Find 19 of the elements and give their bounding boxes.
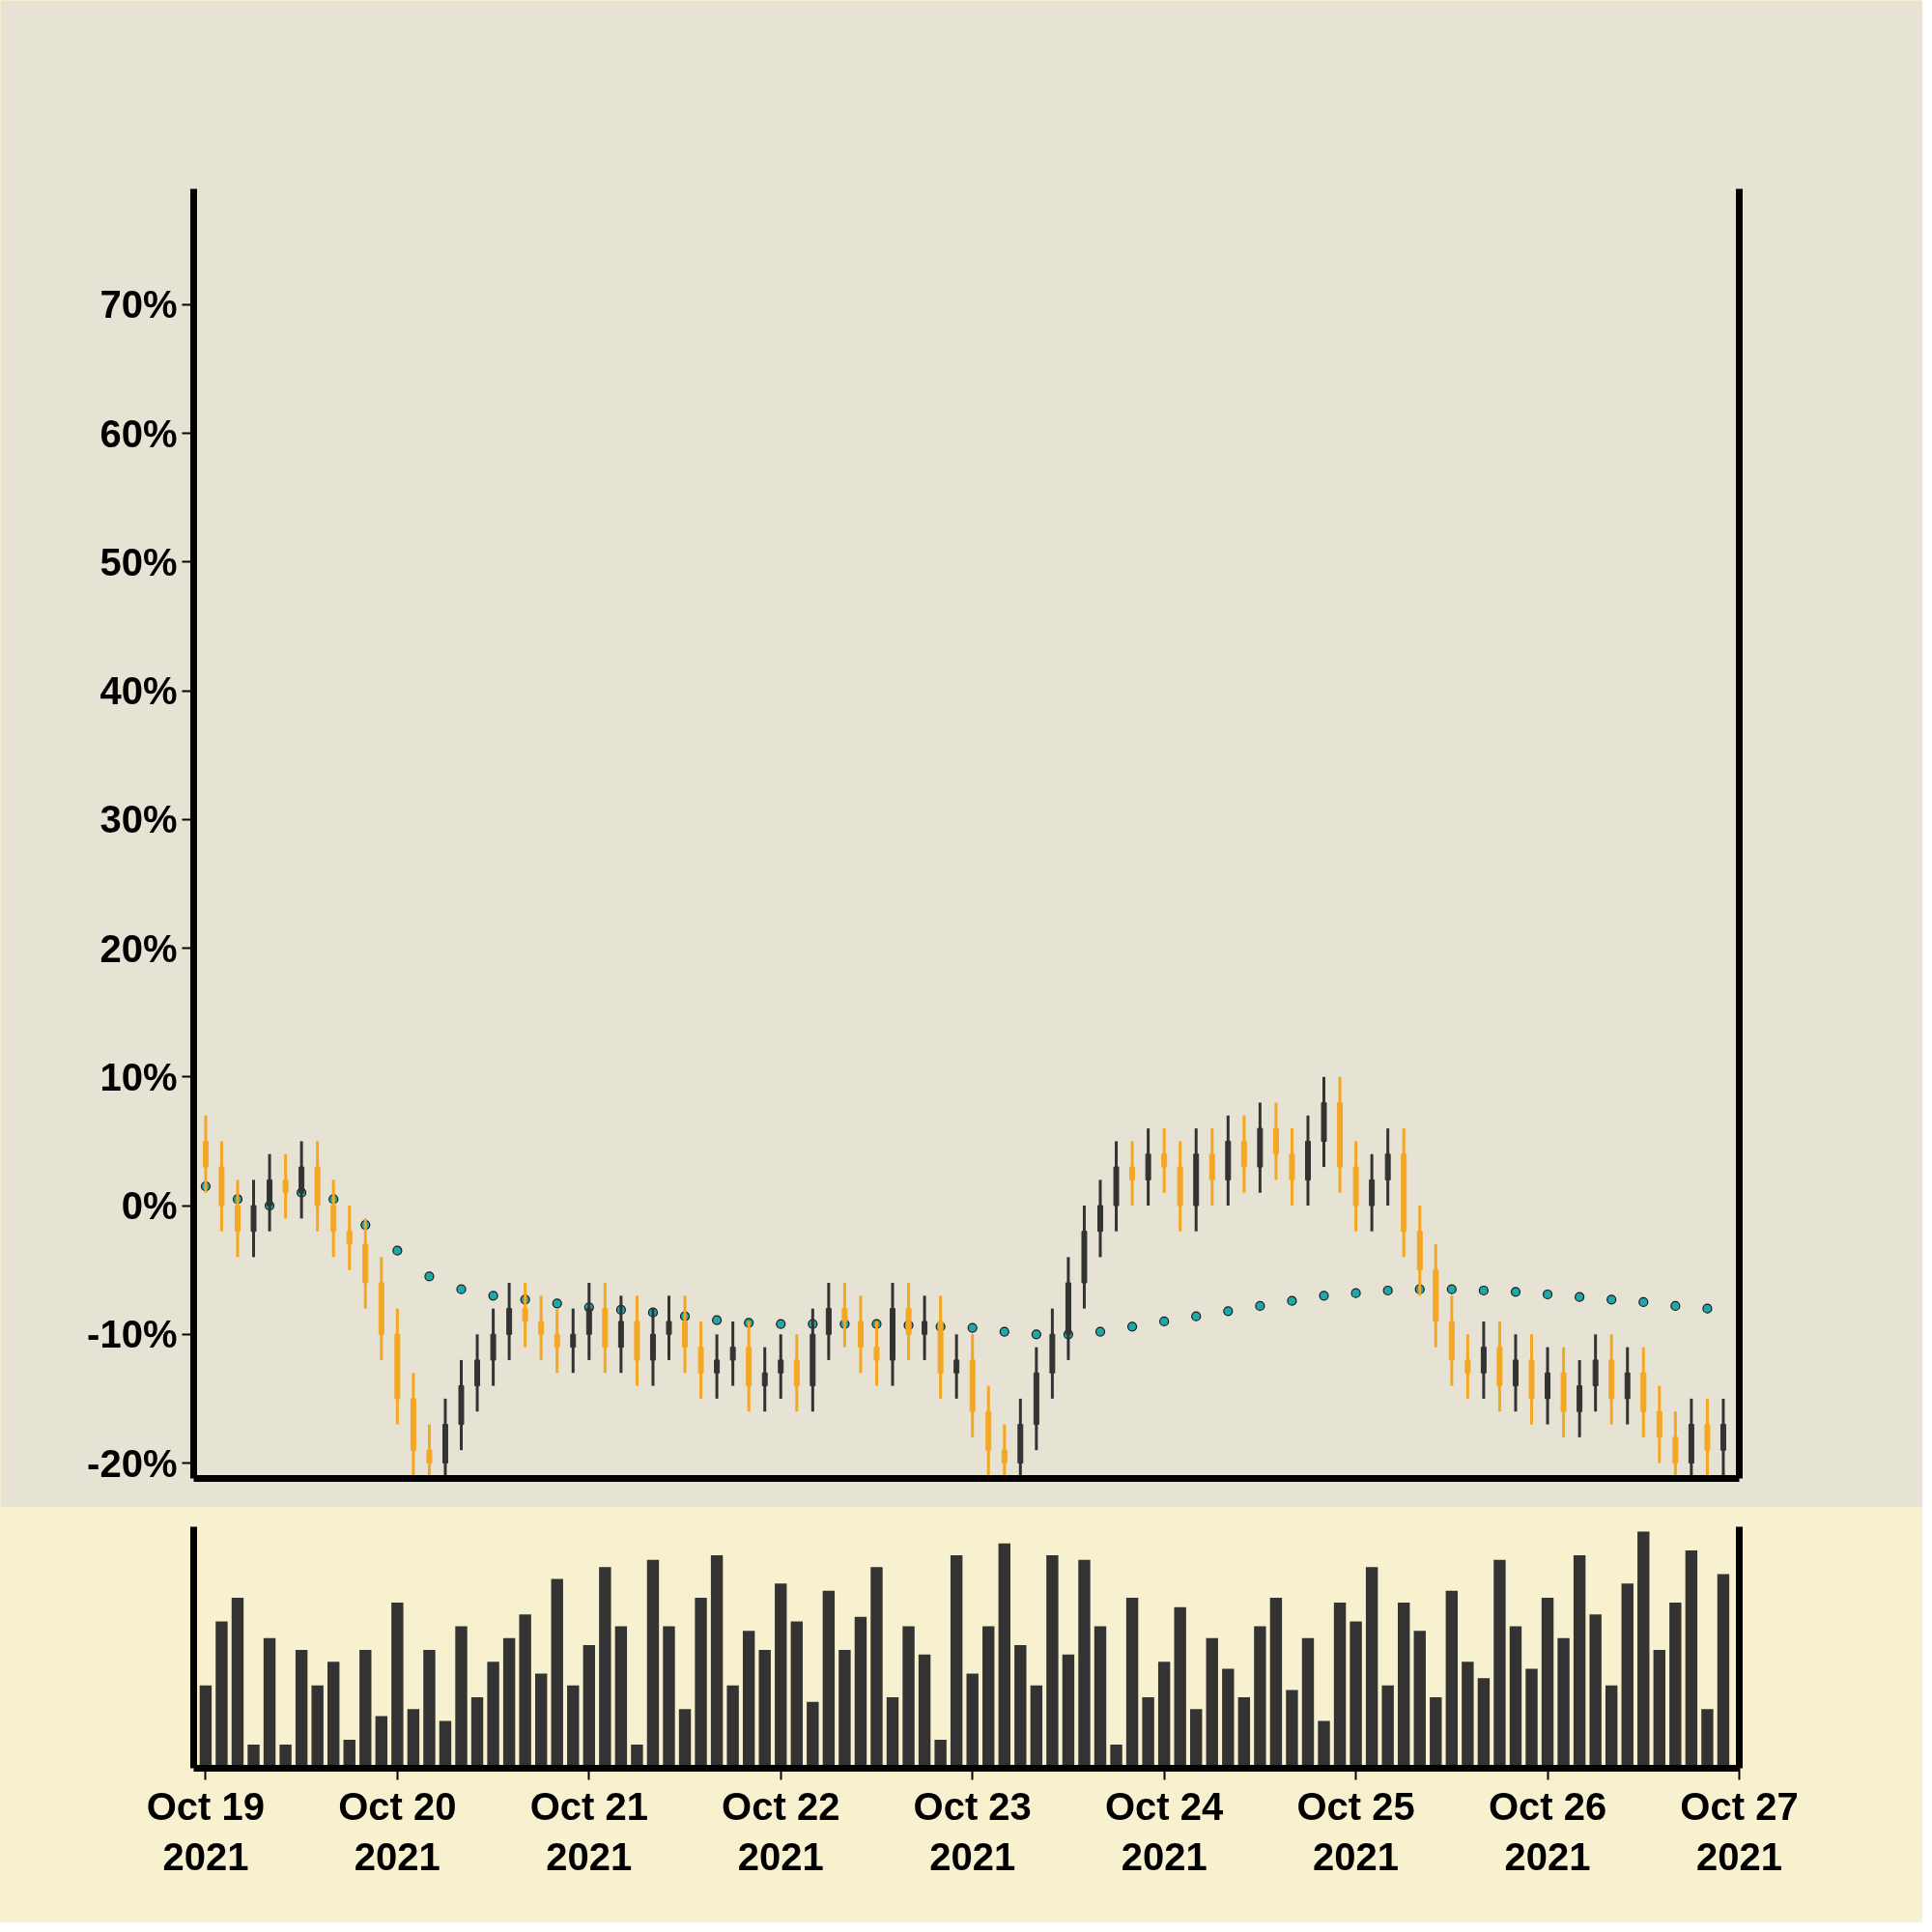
y-tick-label: 20% [99, 926, 178, 970]
x-tick-label: Oct 24 2021 [1105, 1784, 1225, 1879]
y-tick-label: -10% [87, 1313, 178, 1356]
y-tick-label: 10% [99, 1055, 178, 1098]
x-tick-label: Oct 22 2021 [722, 1784, 840, 1879]
x-tick-label: Oct 19 2021 [146, 1784, 266, 1879]
x-tick-label: Oct 27 2021 [1680, 1784, 1799, 1879]
x-tick-label: Oct 25 2021 [1296, 1784, 1415, 1879]
x-tick-label: Oct 20 2021 [338, 1784, 457, 1879]
y-tick-label: -20% [87, 1441, 178, 1485]
x-tick-label: Oct 26 2021 [1488, 1784, 1607, 1879]
y-tick-label: 50% [99, 540, 178, 583]
y-tick-label: 60% [99, 412, 178, 455]
y-tick-label: 70% [99, 283, 178, 327]
x-tick-label: Oct 23 2021 [913, 1784, 1032, 1879]
y-tick-label: 0% [121, 1184, 178, 1228]
y-tick-label: 30% [99, 798, 178, 841]
x-tick-label: Oct 21 2021 [529, 1784, 648, 1879]
y-tick-label: 40% [99, 669, 178, 713]
